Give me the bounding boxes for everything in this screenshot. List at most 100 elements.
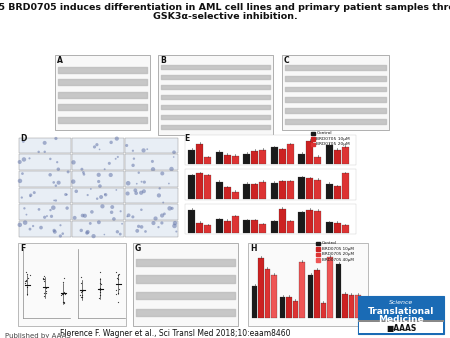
Circle shape: [169, 167, 174, 171]
Circle shape: [51, 206, 56, 210]
Bar: [333, 149, 341, 164]
Bar: [333, 223, 341, 233]
Bar: [251, 220, 258, 233]
Bar: [158, 55, 273, 135]
Circle shape: [18, 179, 22, 183]
Circle shape: [64, 193, 67, 196]
Circle shape: [74, 190, 78, 193]
Circle shape: [109, 141, 113, 144]
Circle shape: [167, 206, 172, 211]
Circle shape: [133, 158, 135, 160]
Bar: [358, 296, 444, 334]
Bar: [259, 224, 266, 233]
Circle shape: [143, 180, 146, 184]
Circle shape: [121, 223, 123, 225]
Circle shape: [97, 173, 101, 177]
Circle shape: [49, 173, 52, 176]
Circle shape: [117, 156, 119, 158]
Circle shape: [81, 168, 83, 171]
Bar: [224, 221, 231, 233]
Circle shape: [131, 215, 135, 218]
Circle shape: [104, 234, 105, 235]
Bar: [358, 320, 444, 321]
Bar: [308, 275, 313, 318]
Text: Medicine: Medicine: [378, 315, 424, 324]
Circle shape: [49, 158, 52, 160]
Bar: [306, 178, 313, 199]
Circle shape: [144, 230, 147, 233]
Circle shape: [140, 209, 143, 211]
Circle shape: [22, 157, 26, 162]
Bar: [243, 220, 250, 233]
Bar: [298, 213, 305, 233]
Bar: [325, 145, 333, 164]
Circle shape: [43, 141, 47, 145]
Bar: [315, 270, 320, 318]
Bar: [188, 210, 195, 233]
Circle shape: [89, 222, 92, 225]
Circle shape: [73, 216, 77, 220]
Bar: [125, 154, 177, 170]
Circle shape: [173, 221, 177, 225]
Circle shape: [59, 224, 62, 226]
Text: Published by AAAS: Published by AAAS: [5, 333, 71, 338]
Bar: [316, 247, 320, 250]
Bar: [125, 204, 177, 220]
Circle shape: [21, 196, 23, 199]
Bar: [279, 209, 286, 233]
Circle shape: [115, 137, 119, 141]
Text: BRD0705 40μM: BRD0705 40μM: [321, 258, 353, 262]
Circle shape: [104, 193, 108, 196]
Circle shape: [90, 210, 94, 214]
Circle shape: [43, 216, 46, 219]
Bar: [316, 241, 320, 245]
Text: Control: Control: [316, 131, 332, 135]
Bar: [185, 135, 356, 165]
Bar: [311, 143, 315, 146]
Circle shape: [67, 170, 70, 173]
Circle shape: [29, 195, 32, 197]
Text: A: A: [57, 56, 63, 65]
Bar: [243, 154, 250, 164]
Text: B: B: [160, 56, 166, 65]
Circle shape: [158, 226, 160, 228]
Bar: [279, 181, 286, 199]
Bar: [72, 154, 124, 170]
Text: G: G: [135, 244, 141, 253]
Circle shape: [168, 183, 170, 185]
Circle shape: [39, 226, 43, 230]
Bar: [325, 184, 333, 199]
Text: BRD0705 20μM: BRD0705 20μM: [316, 142, 350, 146]
Bar: [271, 275, 276, 318]
Bar: [270, 221, 278, 233]
Bar: [342, 225, 349, 233]
Bar: [349, 295, 354, 318]
Bar: [204, 225, 212, 233]
Bar: [333, 186, 341, 199]
Bar: [216, 152, 223, 164]
Bar: [258, 258, 264, 318]
Circle shape: [97, 220, 101, 224]
Circle shape: [108, 162, 111, 165]
Circle shape: [54, 137, 58, 140]
Text: D: D: [20, 134, 27, 143]
Circle shape: [38, 208, 40, 211]
Circle shape: [54, 185, 57, 187]
Circle shape: [140, 181, 143, 183]
Circle shape: [138, 171, 140, 174]
Circle shape: [158, 187, 161, 190]
Bar: [270, 183, 278, 199]
Bar: [259, 182, 266, 199]
Bar: [355, 295, 360, 318]
Circle shape: [57, 167, 60, 171]
Bar: [18, 138, 71, 153]
Circle shape: [93, 145, 96, 148]
Bar: [185, 204, 356, 234]
Bar: [251, 151, 258, 164]
Circle shape: [116, 189, 117, 191]
Bar: [298, 177, 305, 199]
Bar: [232, 156, 239, 164]
Bar: [72, 204, 124, 220]
Circle shape: [59, 234, 62, 238]
Circle shape: [108, 173, 113, 177]
